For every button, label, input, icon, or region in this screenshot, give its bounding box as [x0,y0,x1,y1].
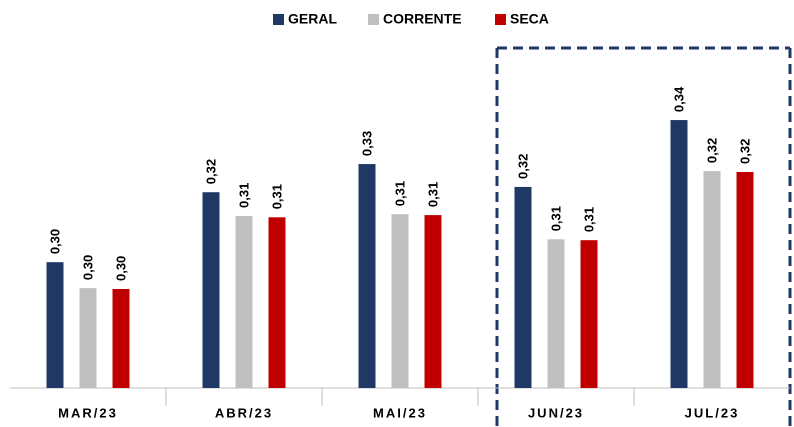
bar [703,171,721,388]
legend-label: SECA [510,11,549,27]
bar [202,192,220,388]
highlight-box [495,46,792,427]
data-label: 0,32 [737,139,752,164]
data-label: 0,31 [269,184,284,209]
legend-label: GERAL [288,11,337,27]
data-label: 0,31 [425,182,440,207]
data-label: 0,31 [548,206,563,231]
data-label: 0,32 [203,159,218,184]
bar [670,120,688,388]
data-label: 0,30 [113,256,128,281]
data-label: 0,31 [236,183,251,208]
data-label: 0,34 [671,86,686,112]
data-label: 0,30 [80,255,95,280]
bar [46,262,64,388]
bar [514,186,532,388]
bar [79,288,97,388]
bar [580,240,598,388]
legend-label: CORRENTE [383,11,462,27]
data-label: 0,33 [359,131,374,156]
bar [358,164,376,388]
x-tick-label: MAR/23 [58,405,118,420]
data-label: 0,32 [704,138,719,163]
legend-swatch [368,14,379,25]
data-label: 0,32 [515,154,530,179]
x-tick-label: MAI/23 [373,405,427,420]
data-label: 0,31 [581,207,596,232]
legend-swatch [495,14,506,25]
bar [112,289,130,388]
x-tick-label: ABR/23 [215,405,273,420]
x-tick-label: JUL/23 [685,405,740,420]
bar [235,215,253,388]
legend-swatch [273,14,284,25]
data-label: 0,31 [392,181,407,206]
bar [391,214,409,388]
bar [268,217,286,388]
x-tick-label: JUN/23 [528,405,584,420]
bar [547,239,565,388]
bar [424,215,442,388]
data-label: 0,30 [47,229,62,254]
bar [736,171,754,388]
